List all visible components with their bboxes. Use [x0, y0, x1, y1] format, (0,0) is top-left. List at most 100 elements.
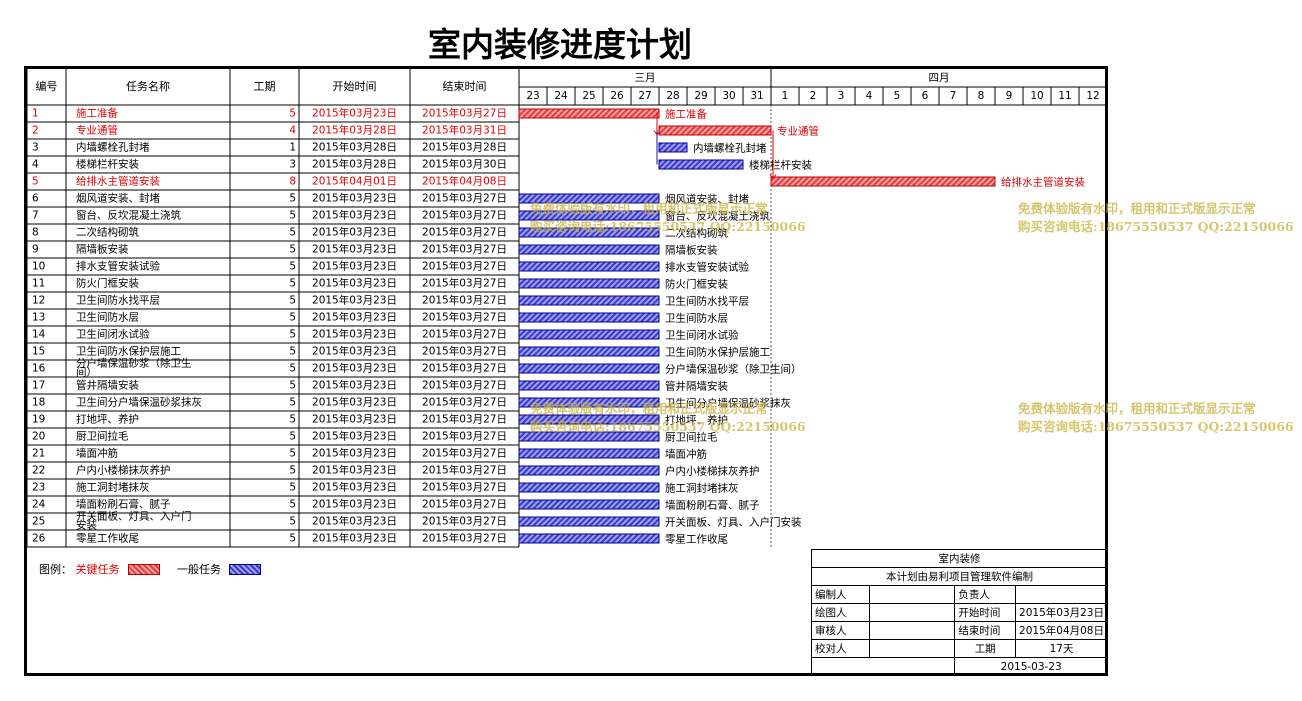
task-bar-label: 卫生间防水找平层 — [665, 295, 749, 308]
day-label: 31 — [750, 90, 763, 102]
task-end: 2015年03月28日 — [422, 141, 507, 154]
critical-task-bar — [770, 176, 996, 187]
task-name: 施工准备 — [76, 107, 118, 120]
task-bar — [518, 193, 660, 204]
task-name: 排水支管安装试验 — [76, 260, 160, 273]
task-end: 2015年03月30日 — [422, 158, 507, 171]
info-software: 本计划由易利项目管理软件编制 — [811, 567, 1108, 586]
legend: 图例： 关键任务 一般任务 — [39, 561, 275, 577]
task-duration: 5 — [289, 380, 296, 392]
info-project: 室内装修 — [811, 549, 1108, 568]
task-bar — [658, 142, 688, 153]
task-end: 2015年03月27日 — [422, 311, 507, 324]
task-id: 1 — [32, 108, 39, 120]
task-bar-label: 烟风道安装、封堵 — [665, 193, 749, 206]
task-start: 2015年03月23日 — [312, 515, 397, 528]
task-end: 2015年03月27日 — [422, 532, 507, 545]
task-id: 11 — [32, 278, 45, 290]
task-duration: 5 — [289, 295, 296, 307]
day-label: 24 — [554, 90, 568, 102]
header-name: 任务名称 — [126, 79, 170, 93]
info-start: 2015年03月23日 — [1015, 603, 1108, 622]
task-name: 户内小楼梯抹灰养护 — [76, 464, 171, 477]
task-name: 内墙螺栓孔封堵 — [76, 141, 150, 154]
task-name: 防火门框安装 — [76, 277, 139, 290]
task-bar-label: 卫生间闭水试验 — [665, 329, 739, 342]
task-bar — [518, 516, 660, 527]
task-duration: 5 — [289, 210, 296, 222]
task-name: 卫生间防水保护层施工 — [76, 345, 181, 358]
task-bar-label: 卫生间防水层 — [665, 312, 728, 325]
task-start: 2015年03月23日 — [312, 464, 397, 477]
task-bar-label: 户内小楼梯抹灰养护 — [665, 465, 760, 478]
info-drawer-label: 绘图人 — [810, 603, 871, 622]
legend-title: 图例： — [39, 563, 72, 576]
task-id: 23 — [32, 482, 45, 494]
info-box: 室内装修 本计划由易利项目管理软件编制 编制人 负责人 绘图人 开始时间 201… — [810, 549, 1108, 676]
task-name: 窗台、反坎混凝土浇筑 — [76, 209, 181, 222]
day-label: 12 — [1086, 90, 1099, 102]
task-id: 14 — [32, 329, 46, 341]
task-duration: 5 — [289, 414, 296, 426]
watermark-2-line2: 购买咨询电话:18675550537 QQ:22150066 — [1018, 219, 1294, 234]
task-id: 7 — [32, 210, 39, 222]
task-id: 25 — [32, 516, 45, 528]
info-editor-label: 编制人 — [810, 585, 871, 604]
info-blank — [810, 657, 956, 676]
task-id: 21 — [32, 448, 45, 460]
task-bar-label: 二次结构砌筑 — [665, 227, 728, 240]
task-id: 22 — [32, 465, 45, 477]
task-bar-label: 窗台、反坎混凝土浇筑 — [665, 210, 770, 223]
task-bar — [518, 397, 660, 408]
day-label: 26 — [610, 90, 624, 102]
task-bar — [658, 159, 744, 170]
task-bar — [518, 499, 660, 510]
task-bar — [518, 363, 660, 374]
day-label: 8 — [978, 90, 985, 102]
task-start: 2015年03月28日 — [312, 158, 397, 171]
task-duration: 5 — [289, 108, 296, 120]
task-start: 2015年03月23日 — [312, 260, 397, 273]
task-bar — [518, 329, 660, 340]
task-bar-label: 排水支管安装试验 — [665, 261, 749, 274]
task-name: 专业通管 — [76, 124, 118, 137]
task-duration: 1 — [289, 142, 296, 154]
task-end: 2015年03月27日 — [422, 379, 507, 392]
task-start: 2015年03月23日 — [312, 498, 397, 511]
day-label: 7 — [950, 90, 957, 102]
task-end: 2015年03月27日 — [422, 209, 507, 222]
task-end: 2015年04月08日 — [422, 175, 507, 188]
task-end: 2015年03月27日 — [422, 430, 507, 443]
day-label: 11 — [1058, 90, 1071, 102]
info-reviewer-label: 审核人 — [810, 621, 871, 640]
task-id: 18 — [32, 397, 45, 409]
task-start: 2015年03月23日 — [312, 209, 397, 222]
day-label: 2 — [810, 90, 817, 102]
task-bar — [518, 414, 660, 425]
header-id: 编号 — [36, 79, 58, 93]
task-name: 零星工作收尾 — [76, 532, 139, 545]
task-id: 26 — [32, 533, 46, 545]
task-id: 16 — [32, 363, 46, 375]
info-duration-label: 工期 — [954, 639, 1017, 658]
task-duration: 5 — [289, 193, 296, 205]
day-label: 27 — [638, 90, 651, 102]
task-end: 2015年03月27日 — [422, 294, 507, 307]
task-id: 20 — [32, 431, 45, 443]
task-duration: 5 — [289, 499, 296, 511]
task-bar-label: 施工洞封堵抹灰 — [665, 482, 739, 495]
watermark-3-line2: 购买咨询电话:18675550537 QQ:22150066 — [530, 419, 806, 434]
task-name: 墙面冲筋 — [76, 447, 118, 460]
task-duration: 5 — [289, 448, 296, 460]
task-start: 2015年03月23日 — [312, 396, 397, 409]
task-end: 2015年03月27日 — [422, 498, 507, 511]
day-label: 23 — [526, 90, 539, 102]
task-name: 楼梯栏杆安装 — [76, 158, 139, 171]
page-title: 室内装修进度计划 — [428, 25, 692, 64]
info-reviewer — [869, 621, 956, 640]
info-owner-label: 负责人 — [954, 585, 1017, 604]
task-start: 2015年03月23日 — [312, 379, 397, 392]
task-duration: 5 — [289, 346, 296, 358]
task-duration: 5 — [289, 312, 296, 324]
task-start: 2015年03月23日 — [312, 226, 397, 239]
